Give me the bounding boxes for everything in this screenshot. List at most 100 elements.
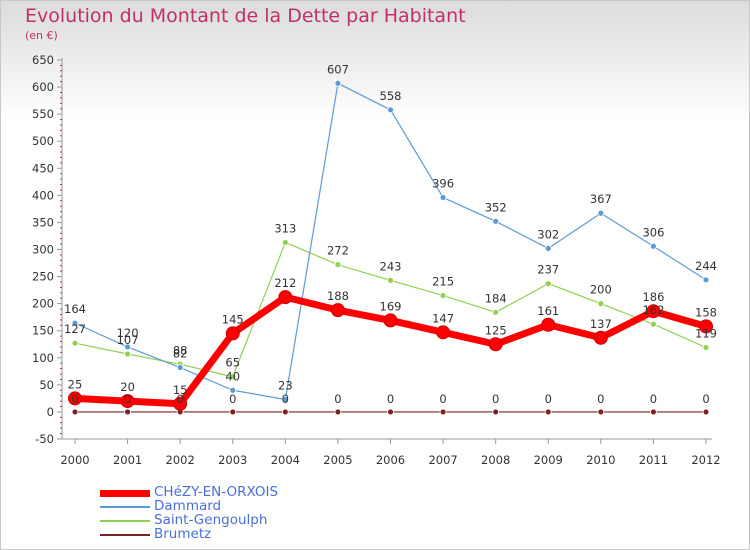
data-point <box>281 396 289 403</box>
x-tick-label: 2005 <box>323 453 352 467</box>
data-label: 0 <box>387 392 394 406</box>
data-point <box>124 350 131 358</box>
series-line-dammard <box>74 82 707 401</box>
data-label: 161 <box>537 304 559 318</box>
data-point <box>439 194 447 201</box>
data-label: 0 <box>597 392 604 406</box>
data-label: 186 <box>642 290 664 304</box>
data-label: 302 <box>537 227 559 241</box>
data-label: 0 <box>545 392 552 406</box>
legend-swatch <box>100 520 150 522</box>
data-point <box>488 337 503 352</box>
data-point <box>225 326 240 341</box>
y-tick-label: 300 <box>32 243 54 257</box>
data-label: 0 <box>229 392 236 406</box>
data-label: 15 <box>173 383 188 397</box>
data-label: 0 <box>492 392 499 406</box>
data-label: 125 <box>485 323 507 337</box>
data-point <box>330 303 345 318</box>
x-tick-label: 2001 <box>113 453 142 467</box>
x-tick-label: 2004 <box>271 453 300 467</box>
data-point <box>229 373 237 381</box>
data-point <box>541 317 556 332</box>
x-tick-label: 2010 <box>586 453 615 467</box>
data-label: 40 <box>225 369 240 383</box>
legend-swatch <box>100 534 150 536</box>
data-point <box>597 300 605 308</box>
data-point <box>173 396 188 411</box>
y-tick-label: 50 <box>39 378 54 392</box>
x-tick-label: 2012 <box>691 453 720 467</box>
data-label: 137 <box>590 317 612 331</box>
data-point <box>68 391 82 406</box>
data-point <box>281 408 289 416</box>
y-tick-label: 450 <box>32 161 54 175</box>
legend-label: Dammard <box>154 498 222 514</box>
y-tick-label: 100 <box>32 351 54 365</box>
data-label: 212 <box>274 276 296 290</box>
x-tick-label: 2002 <box>166 453 195 467</box>
chart-title: Evolution du Montant de la Dette par Hab… <box>25 5 466 27</box>
data-label: 188 <box>327 289 349 303</box>
legend-label: CHéZY-EN-ORXOIS <box>154 484 279 500</box>
data-label: 147 <box>432 311 454 325</box>
chart-unit: (en €) <box>25 29 58 42</box>
data-point <box>597 209 605 217</box>
data-point <box>492 308 500 316</box>
data-label: 272 <box>327 244 349 258</box>
data-point <box>387 276 394 284</box>
data-point <box>383 313 398 328</box>
y-tick-label: 500 <box>32 134 54 148</box>
data-point <box>439 408 447 416</box>
data-point <box>278 290 293 305</box>
data-label: 145 <box>222 312 244 326</box>
data-label: 237 <box>537 263 559 277</box>
data-point <box>124 408 131 416</box>
data-label: 244 <box>695 259 717 273</box>
data-label: 20 <box>120 380 135 394</box>
data-label: 243 <box>380 259 402 273</box>
data-label: 23 <box>278 378 293 392</box>
data-label: 607 <box>327 62 349 76</box>
data-label: 169 <box>380 299 402 313</box>
legend-swatch <box>100 506 150 508</box>
data-label: 82 <box>173 347 188 361</box>
data-label: 0 <box>650 392 657 406</box>
data-label: 119 <box>695 326 717 340</box>
data-label: 0 <box>282 392 289 406</box>
data-label: 0 <box>71 392 78 406</box>
data-label: 558 <box>380 89 402 103</box>
data-point <box>702 344 710 351</box>
data-point <box>702 408 710 416</box>
data-label: 200 <box>590 283 612 297</box>
data-label: 306 <box>642 225 664 239</box>
data-point <box>492 408 500 416</box>
data-point <box>436 325 451 340</box>
legend-label: Brumetz <box>154 526 212 542</box>
data-label: 215 <box>432 275 454 289</box>
data-point <box>334 79 342 87</box>
data-point <box>544 280 552 288</box>
data-label: 352 <box>485 200 507 214</box>
data-label: 88 <box>173 343 188 357</box>
data-point <box>544 245 552 252</box>
data-point <box>387 408 394 416</box>
data-point <box>124 343 131 351</box>
y-tick-label: 200 <box>32 297 54 311</box>
data-label: 65 <box>225 356 240 370</box>
data-point <box>597 408 605 416</box>
data-point <box>650 408 657 416</box>
y-tick-label: -50 <box>35 432 54 446</box>
legend-swatch <box>100 489 150 497</box>
data-label: 0 <box>124 392 131 406</box>
y-tick-label: 650 <box>32 53 54 67</box>
data-label: 396 <box>432 177 454 191</box>
data-point <box>702 276 710 284</box>
x-tick-label: 2007 <box>428 453 457 467</box>
data-point <box>176 364 184 371</box>
data-label: 0 <box>702 392 709 406</box>
data-label: 164 <box>64 302 86 316</box>
y-tick-label: 550 <box>32 107 54 121</box>
